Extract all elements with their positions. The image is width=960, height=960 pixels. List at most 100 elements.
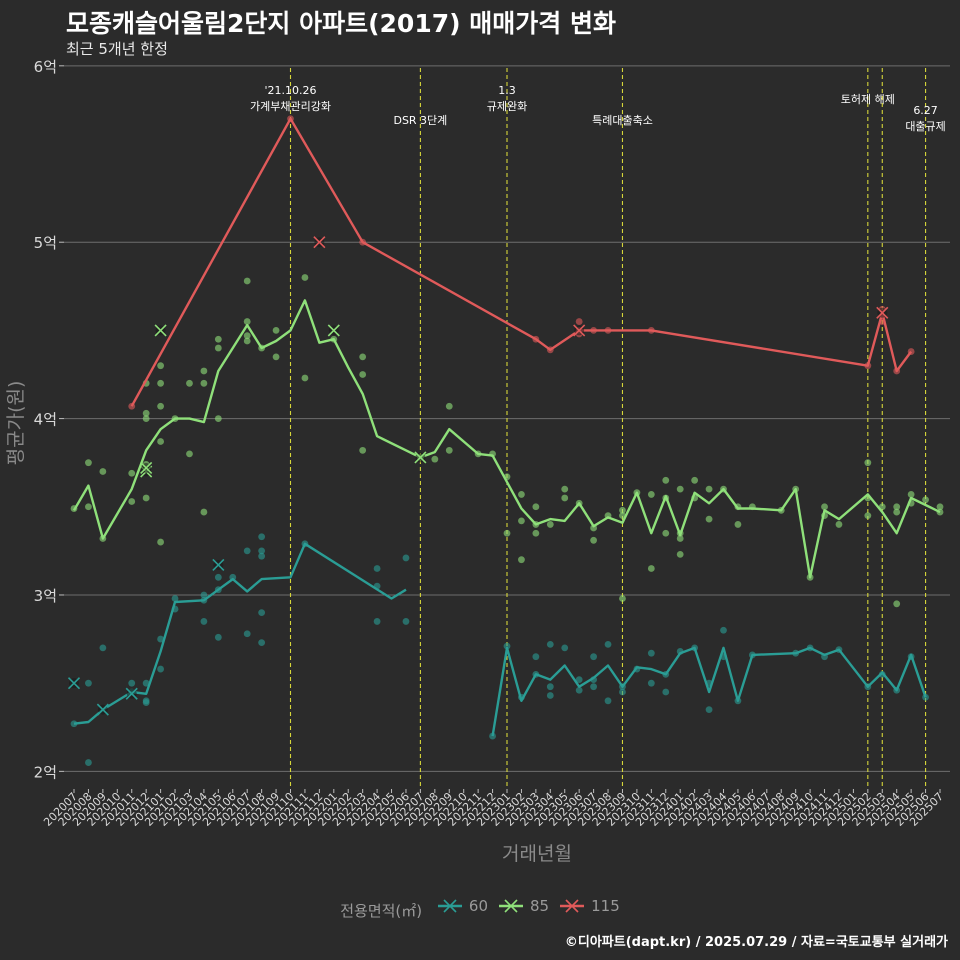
cross-marker-85 <box>327 324 340 337</box>
y-axis-title: 평균가(원) <box>5 381 27 466</box>
legend-items: 60 85 115 <box>427 897 620 920</box>
data-point-60 <box>373 565 381 572</box>
legend-item-60: 60 <box>437 896 488 916</box>
legend-label-85: 85 <box>530 897 550 915</box>
y-tick-label: 5억 <box>34 234 57 252</box>
cross-marker-stroke <box>573 324 586 337</box>
legend-swatch-115 <box>560 899 585 913</box>
data-point-85 <box>200 367 208 375</box>
data-point-60 <box>214 573 222 581</box>
data-point-85 <box>518 556 525 564</box>
cross-marker-stroke <box>212 558 225 572</box>
series-line-60 <box>73 542 407 725</box>
data-point-85 <box>85 503 92 511</box>
event-label: 대출규제 <box>905 120 945 133</box>
cross-marker-stroke <box>876 306 889 319</box>
cross-marker-stroke <box>154 324 167 337</box>
data-point-60 <box>128 679 136 687</box>
legend-swatch-60 <box>437 899 462 913</box>
cross-marker-115 <box>876 306 889 319</box>
data-point-85 <box>676 535 684 542</box>
data-point-115 <box>575 318 583 325</box>
data-point-85 <box>243 277 251 285</box>
data-point-60 <box>590 683 597 691</box>
data-point-85 <box>301 274 309 281</box>
event-label: 토허제 해제 <box>841 92 895 106</box>
data-point-85 <box>893 503 901 511</box>
legend-swatch-85 <box>499 899 524 913</box>
data-point-85 <box>561 485 569 493</box>
cross-marker-stroke <box>140 461 153 475</box>
chart-title: 모종캐슬어울림2단지 아파트(2017) 매매가격 변화 <box>66 9 616 38</box>
data-point-60 <box>214 633 222 641</box>
data-point-85 <box>157 362 165 370</box>
data-point-85 <box>532 503 540 511</box>
data-point-60 <box>258 609 266 617</box>
data-point-85 <box>186 379 193 387</box>
data-point-60 <box>647 679 655 687</box>
source-caption: ©디아파트(dapt.kr) / 2025.07.29 / 자료=국토교통부 실… <box>564 935 948 950</box>
data-point-60 <box>720 626 727 634</box>
data-point-60 <box>647 649 655 657</box>
data-point-85 <box>128 498 136 505</box>
data-point-60 <box>402 618 410 625</box>
data-point-60 <box>546 692 554 699</box>
data-point-85 <box>200 508 208 516</box>
chart-subtitle: 최근 5개년 한정 <box>66 40 168 58</box>
data-point-85 <box>272 326 280 334</box>
y-tick-label: 6억 <box>34 58 57 76</box>
cross-marker-115 <box>573 324 586 337</box>
data-point-60 <box>243 547 251 555</box>
cross-marker-stroke <box>96 703 109 716</box>
series-layer <box>67 115 944 766</box>
event-label: '21.10.26 <box>264 84 316 97</box>
x-axis-title: 거래년월 <box>502 843 572 865</box>
data-point-60 <box>604 697 612 705</box>
data-point-60 <box>402 554 410 562</box>
data-point-85 <box>243 337 251 345</box>
data-point-85 <box>85 459 92 467</box>
cross-marker-60 <box>96 703 109 716</box>
cross-marker-85 <box>140 461 153 475</box>
axis-layer: 2억3억4억5억6억202007202008202009202010202011… <box>5 58 946 865</box>
cross-marker-115 <box>313 236 326 249</box>
data-point-85 <box>142 409 150 417</box>
cross-marker-stroke <box>67 677 81 690</box>
data-point-85 <box>676 485 684 493</box>
cross-marker-stroke <box>414 451 427 464</box>
cross-marker-stroke <box>313 236 326 249</box>
event-label: 6.27 <box>913 104 938 117</box>
data-point-85 <box>445 446 453 454</box>
data-point-85 <box>272 353 280 361</box>
data-point-85 <box>619 506 626 514</box>
data-point-60 <box>99 644 107 652</box>
data-point-60 <box>546 640 554 648</box>
data-point-60 <box>373 618 381 625</box>
legend-title: 전용면적(㎡) <box>340 902 423 920</box>
data-point-85 <box>445 402 453 410</box>
data-point-60 <box>171 595 179 602</box>
data-point-85 <box>243 318 251 325</box>
data-point-60 <box>200 591 208 599</box>
series-line-115 <box>130 117 913 407</box>
data-point-85 <box>142 415 150 422</box>
data-point-85 <box>518 517 525 525</box>
series-line-85 <box>72 299 941 579</box>
data-point-85 <box>157 379 165 387</box>
data-point-85 <box>431 455 439 463</box>
data-point-60 <box>157 635 165 643</box>
data-point-85 <box>359 446 367 454</box>
data-point-85 <box>705 515 713 523</box>
data-point-85 <box>186 450 193 458</box>
event-label: 가계부채관리강화 <box>250 100 331 113</box>
cross-marker-stroke <box>125 687 138 700</box>
cross-marker-60 <box>67 677 81 690</box>
y-tick-label: 4억 <box>34 411 57 429</box>
data-point-85 <box>647 491 655 498</box>
data-point-85 <box>157 438 165 445</box>
event-label: 규제완화 <box>487 100 527 113</box>
data-point-85 <box>676 551 684 558</box>
data-point-85 <box>821 503 828 511</box>
